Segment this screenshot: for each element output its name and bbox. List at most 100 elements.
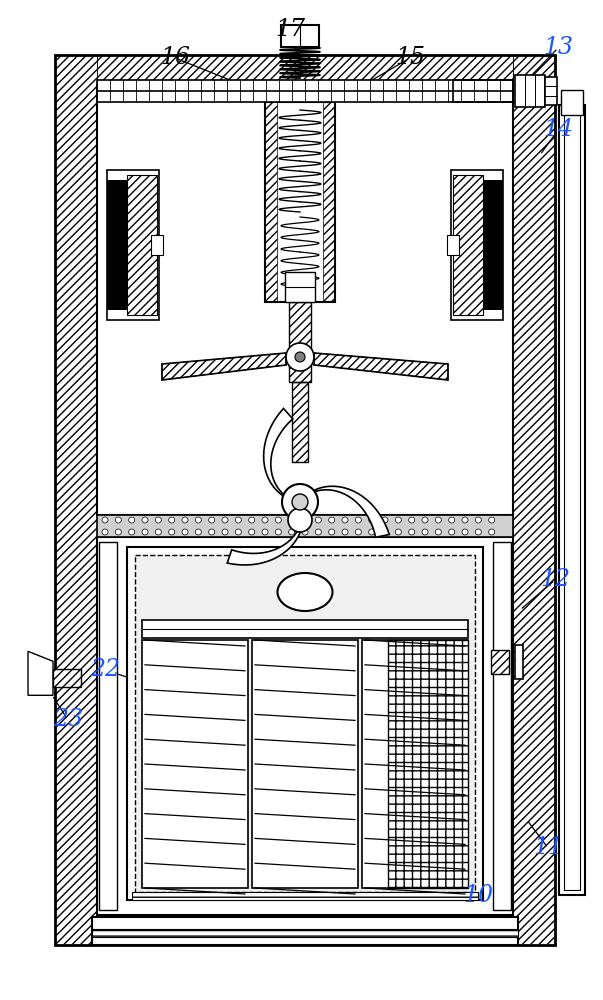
Bar	[545, 77, 557, 105]
Bar	[151, 235, 163, 255]
Circle shape	[475, 529, 481, 535]
Polygon shape	[227, 520, 303, 565]
Bar	[265, 102, 335, 302]
Circle shape	[235, 517, 241, 523]
Circle shape	[355, 529, 361, 535]
Circle shape	[302, 529, 308, 535]
Circle shape	[142, 529, 148, 535]
Circle shape	[435, 517, 441, 523]
Bar	[265, 102, 277, 302]
Circle shape	[422, 517, 428, 523]
Bar	[483, 180, 503, 310]
Circle shape	[449, 529, 455, 535]
Text: 16: 16	[160, 46, 190, 70]
Circle shape	[329, 517, 335, 523]
Circle shape	[382, 517, 388, 523]
Polygon shape	[314, 486, 390, 537]
Bar	[142, 640, 248, 888]
Circle shape	[422, 529, 428, 535]
Circle shape	[262, 517, 268, 523]
Bar	[107, 170, 159, 320]
Bar	[107, 180, 127, 310]
Circle shape	[276, 517, 282, 523]
Bar	[97, 85, 513, 515]
Circle shape	[462, 529, 468, 535]
Circle shape	[289, 529, 295, 535]
Circle shape	[248, 517, 254, 523]
Circle shape	[235, 529, 241, 535]
Text: 11: 11	[533, 836, 563, 859]
Bar	[97, 537, 513, 915]
Bar	[97, 515, 513, 537]
Bar	[493, 542, 511, 910]
Circle shape	[169, 517, 175, 523]
Circle shape	[276, 529, 282, 535]
Bar	[99, 542, 117, 910]
Ellipse shape	[277, 573, 332, 611]
Bar	[127, 547, 483, 900]
Circle shape	[209, 529, 215, 535]
Circle shape	[382, 529, 388, 535]
Bar	[561, 90, 583, 115]
Circle shape	[342, 529, 348, 535]
Polygon shape	[264, 408, 292, 496]
Circle shape	[102, 529, 108, 535]
Circle shape	[329, 529, 335, 535]
Circle shape	[315, 517, 321, 523]
Circle shape	[368, 517, 374, 523]
Circle shape	[282, 484, 318, 520]
Text: 14: 14	[543, 118, 573, 141]
Circle shape	[289, 517, 295, 523]
Circle shape	[222, 517, 228, 523]
Circle shape	[342, 517, 348, 523]
Bar	[97, 80, 513, 102]
Bar	[388, 640, 468, 888]
Circle shape	[182, 517, 188, 523]
Circle shape	[209, 517, 215, 523]
Bar	[564, 110, 580, 890]
Circle shape	[488, 517, 494, 523]
Circle shape	[182, 529, 188, 535]
Circle shape	[195, 517, 201, 523]
Bar	[55, 55, 555, 945]
Circle shape	[315, 529, 321, 535]
Bar	[289, 302, 311, 382]
Circle shape	[142, 517, 148, 523]
Bar	[491, 650, 509, 674]
Bar	[285, 272, 315, 302]
Bar	[92, 917, 518, 945]
Text: 17: 17	[275, 18, 305, 41]
Text: 13: 13	[543, 36, 573, 60]
Circle shape	[156, 529, 162, 535]
Text: 23: 23	[53, 708, 83, 732]
Bar	[453, 175, 483, 315]
Polygon shape	[314, 353, 448, 380]
Bar	[362, 640, 468, 888]
Circle shape	[262, 529, 268, 535]
Bar	[281, 25, 319, 47]
Circle shape	[295, 352, 305, 362]
Text: 22: 22	[90, 658, 120, 682]
Bar	[515, 75, 545, 107]
Circle shape	[115, 517, 121, 523]
Bar	[453, 80, 513, 102]
Circle shape	[222, 529, 228, 535]
Bar	[559, 105, 585, 895]
Bar	[451, 170, 503, 320]
Bar	[292, 382, 308, 462]
Circle shape	[449, 517, 455, 523]
Circle shape	[355, 517, 361, 523]
Bar	[55, 55, 97, 945]
Circle shape	[128, 517, 134, 523]
Text: 15: 15	[395, 46, 425, 70]
Circle shape	[169, 529, 175, 535]
Circle shape	[488, 529, 494, 535]
Circle shape	[115, 529, 121, 535]
Circle shape	[368, 529, 374, 535]
Bar	[53, 669, 81, 687]
Circle shape	[286, 343, 314, 371]
Bar	[252, 640, 358, 888]
Circle shape	[435, 529, 441, 535]
Circle shape	[409, 529, 415, 535]
Circle shape	[462, 517, 468, 523]
